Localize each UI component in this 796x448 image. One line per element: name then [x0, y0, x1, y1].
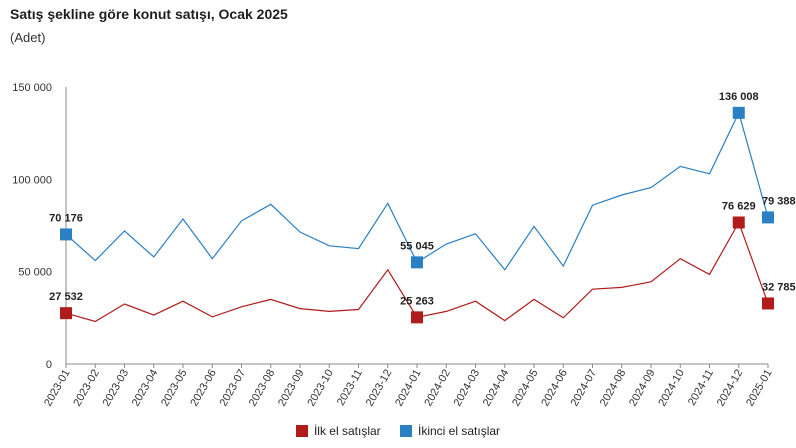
x-tick-label: 2023-02	[71, 368, 102, 409]
chart-subtitle: (Adet)	[10, 30, 46, 45]
chart-title: Satış şekline göre konut satışı, Ocak 20…	[10, 6, 288, 22]
x-tick-label: 2023-11	[335, 368, 365, 408]
x-tick-label: 2024-05	[510, 368, 541, 409]
x-tick-label: 2024-10	[656, 368, 687, 409]
x-tick-label: 2024-03	[452, 368, 483, 409]
legend-item-first-hand: İlk el satışlar	[295, 424, 381, 438]
marker-second-hand	[762, 211, 774, 224]
x-tick-label: 2023-09	[276, 368, 307, 409]
x-tick-label: 2024-01	[393, 368, 424, 409]
data-label: 136 008	[719, 91, 759, 103]
data-label: 27 532	[49, 291, 83, 303]
x-tick-label: 2023-04	[130, 368, 161, 409]
x-tick-label: 2024-09	[627, 368, 658, 409]
legend-label-first-hand: İlk el satışlar	[313, 424, 381, 438]
data-label: 79 388	[762, 195, 796, 207]
marker-first-hand	[732, 216, 745, 229]
x-tick-label: 2023-12	[364, 368, 395, 409]
x-tick-label: 2024-12	[715, 368, 746, 409]
legend-swatch-first-hand	[295, 425, 308, 437]
x-tick-label: 2023-05	[159, 368, 190, 409]
data-label: 32 785	[762, 281, 796, 293]
x-tick-label: 2025-01	[744, 368, 775, 409]
y-tick-label: 100 000	[12, 174, 52, 186]
legend-label-second-hand: İkinci el satışlar	[418, 424, 501, 438]
x-tick-label: 2023-08	[247, 368, 278, 409]
x-tick-label: 2024-08	[598, 368, 629, 409]
x-tick-label: 2024-04	[481, 368, 512, 409]
y-tick-label: 150 000	[12, 82, 52, 94]
legend-swatch-second-hand	[400, 425, 412, 437]
marker-second-hand	[732, 106, 745, 119]
data-label: 70 176	[49, 212, 83, 224]
legend: İlk el satışlar İkinci el satışlar	[0, 424, 796, 440]
y-tick-label: 0	[46, 359, 52, 371]
x-tick-label: 2024-11	[686, 368, 716, 408]
marker-first-hand	[411, 311, 423, 324]
marker-second-hand	[411, 256, 423, 269]
marker-second-hand	[60, 228, 72, 241]
marker-first-hand	[60, 307, 72, 320]
y-tick-label: 50 000	[18, 267, 52, 279]
data-label: 25 263	[400, 295, 434, 307]
x-tick-label: 2024-07	[569, 368, 600, 409]
x-tick-label: 2023-03	[101, 368, 132, 409]
data-label: 55 045	[400, 240, 434, 252]
x-tick-label: 2024-06	[539, 368, 570, 409]
x-tick-label: 2023-07	[218, 368, 249, 409]
x-tick-label: 2024-02	[422, 368, 453, 409]
x-tick-label: 2023-06	[188, 368, 219, 409]
legend-item-second-hand: İkinci el satışlar	[400, 424, 500, 438]
x-tick-label: 2023-10	[305, 368, 336, 409]
data-label: 76 629	[722, 200, 756, 212]
x-tick-label: 2023-01	[42, 368, 73, 409]
marker-first-hand	[762, 297, 774, 310]
